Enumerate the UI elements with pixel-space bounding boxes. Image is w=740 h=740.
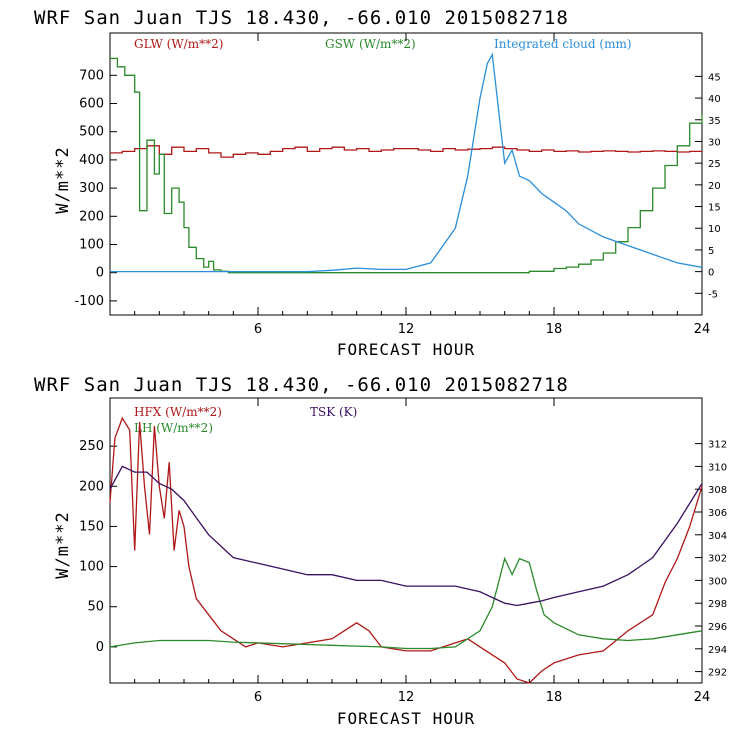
chart1-x-axis: 6 12 18 24	[134, 33, 711, 337]
y-tick-label: 100	[79, 560, 104, 575]
x-tick-label: 6	[254, 690, 262, 705]
y-tick-label: 100	[79, 238, 104, 253]
chart1-title: WRF San Juan TJS 18.430, -66.010 2015082…	[34, 7, 569, 29]
x-tick-label: 18	[546, 690, 563, 705]
y-tick-label: 400	[79, 153, 104, 168]
y2-tick-label: 25	[708, 159, 721, 170]
chart1-legend-cloud: Integrated cloud (mm)	[494, 37, 632, 51]
x-tick-label: 12	[398, 322, 415, 337]
y2-tick-label: 20	[708, 181, 721, 192]
chart1-x-label: FORECAST HOUR	[337, 340, 475, 359]
series-line-0	[110, 145, 703, 158]
y-tick-label: 50	[87, 600, 104, 615]
y-tick-label: 200	[79, 479, 104, 494]
chart1-y-label: W/m**2	[53, 146, 73, 213]
x-tick-label: 12	[398, 690, 415, 705]
chart1-legend-glw: GLW (W/m**2)	[134, 37, 223, 51]
chart2-title: WRF San Juan TJS 18.430, -66.010 2015082…	[34, 374, 569, 396]
chart2-y2-axis: 292 294 296 298 300 302 304 306 308 310 312	[695, 440, 727, 679]
y2-tick-label: 308	[708, 485, 727, 496]
chart2-legend-lh: LH (W/m**2)	[134, 421, 213, 435]
y2-tick-label: 40	[708, 94, 721, 105]
y2-tick-label: -5	[708, 289, 718, 300]
chart1-y-axis: -100 0 100 200 300 400 500 600 700	[74, 68, 117, 309]
y-tick-label: 700	[79, 68, 104, 83]
x-tick-label: 18	[546, 322, 563, 337]
series-line-1	[109, 556, 703, 650]
y2-tick-label: 0	[708, 268, 714, 279]
y2-tick-label: 306	[708, 508, 727, 519]
y2-tick-label: 30	[708, 137, 721, 148]
x-tick-label: 6	[254, 322, 262, 337]
x-tick-label: 24	[694, 322, 711, 337]
y-tick-label: -100	[74, 294, 104, 309]
y2-tick-label: 5	[708, 246, 714, 257]
chart1-series	[110, 52, 703, 274]
y2-tick-label: 298	[708, 599, 727, 610]
y-tick-label: 0	[96, 266, 104, 281]
y2-tick-label: 296	[708, 622, 727, 633]
chart2-x-axis: 6 12 18 24	[134, 398, 711, 705]
y-tick-label: 600	[79, 97, 104, 112]
chart1-y2-axis: -5 0 5 10 15 20 25 30 35 40 45	[695, 72, 721, 300]
series-line-0	[109, 416, 703, 684]
y2-tick-label: 312	[708, 440, 727, 451]
y2-tick-label: 310	[708, 462, 727, 473]
chart2-y-axis: 0 50 100 150 200 250	[79, 439, 117, 655]
x-tick-label: 24	[694, 690, 711, 705]
chart2-legend-tsk: TSK (K)	[310, 405, 357, 419]
y2-tick-label: 294	[708, 645, 727, 656]
y2-tick-label: 15	[708, 203, 721, 214]
y2-tick-label: 302	[708, 554, 727, 565]
y-tick-label: 300	[79, 181, 104, 196]
y2-tick-label: 292	[708, 668, 727, 679]
y-tick-label: 200	[79, 209, 104, 224]
y2-tick-label: 45	[708, 72, 721, 83]
chart2-y-label: W/m**2	[53, 511, 73, 578]
series-line-2	[110, 52, 703, 273]
y2-tick-label: 35	[708, 116, 721, 127]
chart2-x-label: FORECAST HOUR	[337, 709, 475, 728]
y-tick-label: 500	[79, 125, 104, 140]
y2-tick-label: 300	[708, 576, 727, 587]
chart1-legend-gsw: GSW (W/m**2)	[325, 37, 416, 51]
y-tick-label: 0	[96, 640, 104, 655]
y2-tick-label: 10	[708, 224, 721, 235]
series-line-2	[109, 465, 703, 607]
y-tick-label: 150	[79, 519, 104, 534]
chart2-series	[109, 416, 703, 684]
chart2-legend-hfx: HFX (W/m**2)	[134, 405, 222, 419]
y2-tick-label: 304	[708, 531, 727, 542]
y-tick-label: 250	[79, 439, 104, 454]
